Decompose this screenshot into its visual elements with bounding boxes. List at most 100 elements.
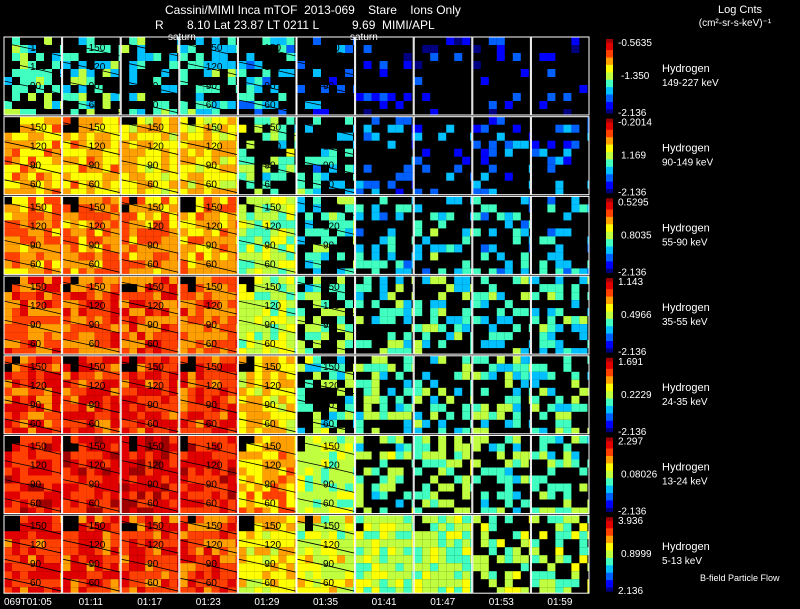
image-pixel	[177, 483, 179, 492]
image-pixel	[70, 164, 79, 173]
image-pixel	[246, 212, 255, 221]
image-pixel	[110, 332, 119, 341]
image-pixel	[52, 140, 60, 149]
image-pixel	[278, 579, 287, 588]
image-pixel	[118, 387, 121, 396]
image-pixel	[297, 467, 305, 476]
image-pixel	[169, 499, 178, 508]
image-pixel	[278, 451, 287, 460]
contour-line	[296, 221, 355, 235]
image-pixel	[227, 284, 236, 293]
image-pixel	[371, 252, 380, 261]
image-pixel	[60, 475, 62, 484]
image-pixel	[20, 45, 28, 53]
image-pixel	[403, 451, 412, 460]
image-pixel	[531, 395, 540, 404]
contour-label: 90	[264, 400, 276, 411]
color-bar-step	[606, 235, 613, 240]
image-pixel	[235, 284, 238, 293]
image-pixel	[286, 475, 295, 484]
contour-line	[3, 80, 62, 95]
image-pixel	[313, 156, 321, 165]
image-pixel	[286, 244, 295, 253]
image-pixel	[52, 252, 60, 261]
image-pixel	[110, 443, 119, 452]
image-pixel	[169, 300, 178, 309]
image-pixel	[12, 579, 20, 588]
image-pixel	[52, 395, 60, 404]
image-pixel	[169, 180, 178, 189]
image-pixel	[504, 395, 513, 404]
image-pixel	[179, 499, 188, 508]
image-pixel	[169, 547, 178, 556]
image-pixel	[219, 124, 228, 133]
image-pixel	[414, 531, 423, 540]
image-pixel	[179, 348, 188, 355]
image-pixel	[563, 140, 572, 149]
image-pixel	[294, 379, 296, 388]
image-pixel	[177, 539, 179, 548]
image-pixel	[137, 124, 146, 133]
image-pixel	[4, 419, 12, 428]
image-pixel	[137, 531, 146, 540]
image-pixel	[297, 180, 305, 189]
image-pixel	[278, 324, 287, 333]
image-pixel	[587, 587, 589, 594]
image-pixel	[28, 411, 36, 420]
image-pixel	[28, 515, 36, 524]
image-pixel	[60, 196, 62, 205]
image-pixel	[177, 188, 179, 195]
image-pixel	[337, 45, 345, 53]
energy-label: 5-13 keV	[662, 556, 702, 567]
image-pixel	[430, 379, 439, 388]
image-pixel	[78, 563, 87, 572]
image-pixel	[270, 252, 279, 261]
color-bar-step	[606, 163, 613, 168]
image-pixel	[480, 387, 489, 396]
image-pixel	[238, 371, 247, 380]
image-pixel	[52, 467, 60, 476]
image-pixel	[44, 220, 52, 229]
image-pixel	[488, 188, 497, 195]
image-pixel	[297, 403, 305, 412]
image-pixel	[153, 204, 162, 213]
image-pixel	[337, 483, 345, 492]
color-bar-step	[606, 535, 613, 540]
image-pixel	[110, 435, 119, 444]
image-pixel	[371, 563, 380, 572]
image-pixel	[110, 124, 119, 133]
image-pixel	[219, 308, 228, 317]
image-pixel	[145, 411, 154, 420]
image-pixel	[94, 499, 103, 508]
image-pixel	[414, 77, 423, 85]
image-pixel	[305, 403, 313, 412]
image-pixel	[329, 371, 337, 380]
image-pixel	[203, 116, 212, 125]
image-pixel	[446, 284, 455, 293]
image-pixel	[52, 85, 60, 93]
image-pixel	[78, 555, 87, 564]
image-pixel	[4, 539, 12, 548]
image-pixel	[262, 244, 271, 253]
image-pixel	[102, 531, 111, 540]
image-pixel	[137, 467, 146, 476]
contour-line	[296, 399, 355, 414]
image-pixel	[345, 164, 353, 173]
image-pixel	[102, 252, 111, 261]
image-pixel	[86, 116, 95, 125]
image-pixel	[28, 403, 36, 412]
image-pixel	[345, 483, 353, 492]
image-pixel	[12, 507, 20, 514]
image-pixel	[305, 156, 313, 165]
image-pixel	[118, 196, 121, 205]
image-pixel	[235, 395, 238, 404]
image-pixel	[355, 363, 364, 372]
image-pixel	[153, 140, 162, 149]
image-pixel	[297, 507, 305, 514]
image-pixel	[137, 443, 146, 452]
contour-label: 150	[147, 202, 164, 213]
image-pixel	[345, 411, 353, 420]
image-pixel	[480, 316, 489, 325]
image-pixel	[286, 308, 295, 317]
contour-line	[121, 479, 179, 493]
